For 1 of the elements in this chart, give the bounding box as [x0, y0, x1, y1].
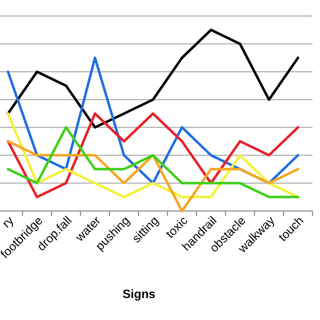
x-axis-title: Signs — [122, 287, 156, 301]
